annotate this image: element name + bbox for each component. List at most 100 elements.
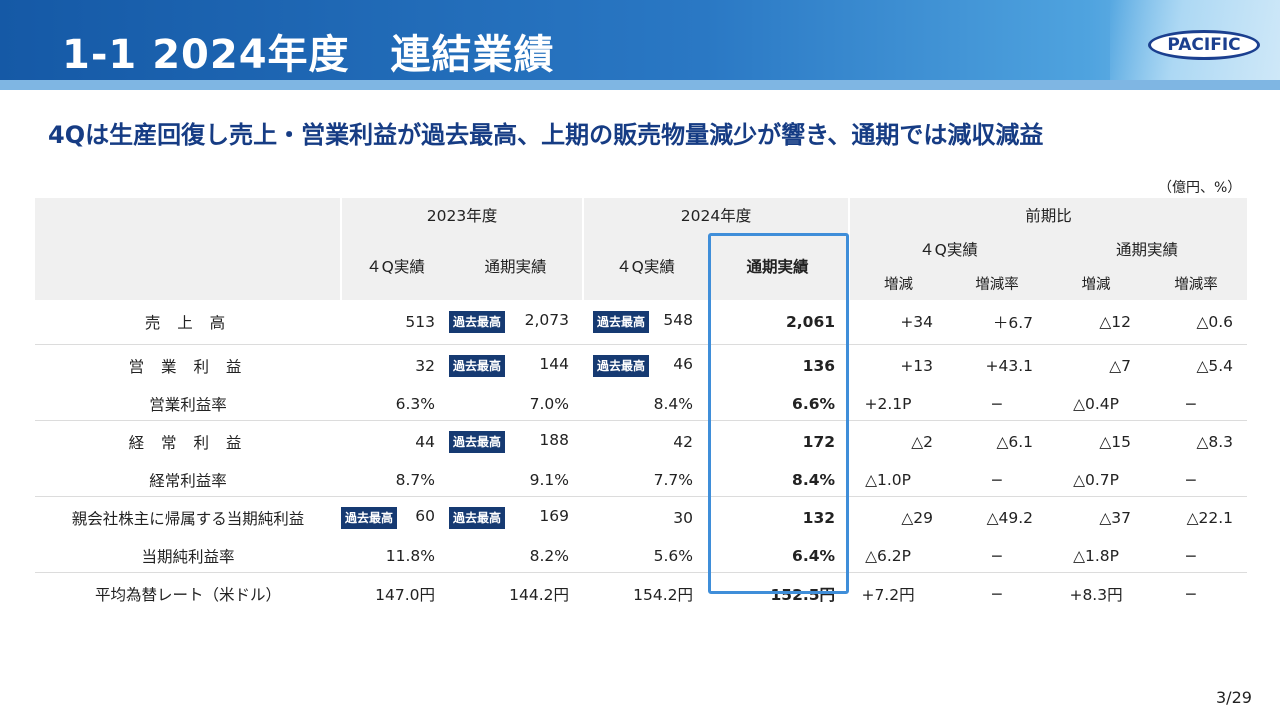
page-title: 1-1 2024年度 連結業績 xyxy=(62,32,555,78)
row-label: 経常利益率 xyxy=(35,464,341,497)
title-bar xyxy=(0,0,1280,90)
cell-q4-change: +13 xyxy=(900,357,934,376)
header-2024-q4: ４Q実績 xyxy=(582,232,708,300)
cell-2023-q4: 147.0円 xyxy=(375,586,435,605)
table-row-ordinary-profit: 経 常 利 益 44 過去最高 188 42 172 △2 △6.1 △15 △8… xyxy=(35,420,1247,464)
table-row-operating-margin: 営業利益率 6.3% 7.0% 8.4% 6.6% +2.1P − △0.4P … xyxy=(35,388,1248,421)
cell-q4-change: +34 xyxy=(849,300,948,345)
cell-2023-q4: 過去最高 60 xyxy=(341,496,449,540)
cell-2023-q4: 6.3% xyxy=(341,388,449,421)
cell-fy-change-rate: − xyxy=(1145,388,1248,421)
cell-2024-q4: 30 xyxy=(673,509,694,528)
cell-fy-change: +8.3円 xyxy=(1069,586,1123,605)
cell-2024-full-year: 2,061 xyxy=(707,300,850,345)
cell-fy-change: △0.7P xyxy=(1047,464,1146,497)
cell-2023-q4: 44 xyxy=(415,433,435,452)
cell-2023-full-year: 過去最高 169 xyxy=(449,496,583,540)
cell-2024-q4: 42 xyxy=(673,433,694,452)
row-label: 平均為替レート（米ドル） xyxy=(94,586,281,605)
unit-note: （億円、%） xyxy=(1158,180,1242,196)
header-2024-full-year: 通期実績 xyxy=(707,232,850,300)
cell-q4-change: +2.1P xyxy=(849,388,948,421)
header-fy2024: 2024年度 xyxy=(582,198,850,232)
cell-fy-change: △7 xyxy=(1109,357,1132,376)
cell-q4-change-rate: − xyxy=(947,388,1048,421)
cell-fy-change-rate: − xyxy=(1145,540,1248,573)
cell-2023-full-year: 過去最高 188 xyxy=(449,420,583,464)
cell-q4-change-rate: △6.1 xyxy=(996,433,1034,452)
cell-fy-change-rate: − xyxy=(1145,464,1248,497)
cell-fy-change-rate: − xyxy=(1184,585,1198,604)
cell-2024-q4: 過去最高 46 xyxy=(583,344,707,388)
table-row-ordinary-margin: 経常利益率 8.7% 9.1% 7.7% 8.4% △1.0P − △0.7P … xyxy=(35,464,1248,497)
title-bar-strip xyxy=(0,80,1280,90)
page-number: 3/29 xyxy=(1216,688,1252,707)
header-yoy-full-year: 通期実績 xyxy=(1047,232,1248,266)
header-fy-change-rate: 増減率 xyxy=(1145,266,1248,300)
record-high-badge: 過去最高 xyxy=(593,355,650,378)
cell-q4-change-rate: − xyxy=(990,585,1004,604)
cell-2023-q4: 11.8% xyxy=(341,540,449,573)
results-table: 2023年度 2024年度 前期比 ４Q実績 通期実績 ４Q実績 通期実績 ４Q… xyxy=(35,198,1248,616)
company-logo: PACIFIC xyxy=(1148,30,1260,60)
cell-2024-full-year: 136 xyxy=(802,357,836,376)
cell-2024-q4: 154.2円 xyxy=(633,586,694,605)
table-row-net-income: 親会社株主に帰属する当期純利益 過去最高 60 過去最高 169 30 132 △2… xyxy=(35,496,1247,540)
row-label: 経 常 利 益 xyxy=(128,434,248,453)
table-row-sales: 売 上 高 513 過去最高 2,073 過去最高 548 2,061 +34 ＋6… xyxy=(35,300,1248,345)
table-row-operating-profit: 営 業 利 益 32 過去最高 144 過去最高 46 136 +13 +43.1 … xyxy=(35,344,1247,388)
header-yoy-q4: ４Q実績 xyxy=(848,232,1048,266)
cell-2024-full-year: 6.4% xyxy=(707,540,850,573)
row-label: 売 上 高 xyxy=(35,300,341,345)
cell-2024-full-year: 172 xyxy=(802,433,836,452)
cell-fy-change-rate: △8.3 xyxy=(1196,433,1234,452)
cell-fy-change-rate: △22.1 xyxy=(1186,509,1234,528)
cell-fy-change: △15 xyxy=(1099,433,1132,452)
header-q4-change-rate: 増減率 xyxy=(947,266,1048,300)
cell-2024-q4: 過去最高 548 xyxy=(583,300,708,345)
cell-q4-change-rate: − xyxy=(947,464,1048,497)
cell-q4-change-rate: △49.2 xyxy=(986,509,1034,528)
cell-2024-q4: 8.4% xyxy=(583,388,708,421)
header-2023-q4: ４Q実績 xyxy=(340,232,449,300)
cell-q4-change-rate: ＋6.7 xyxy=(947,300,1048,345)
cell-2023-full-year: 7.0% xyxy=(449,388,584,421)
headline: 4Qは生産回復し売上・営業利益が過去最高、上期の販売物量減少が響き、通期では減収… xyxy=(48,121,1044,149)
table-row-net-margin: 当期純利益率 11.8% 8.2% 5.6% 6.4% △6.2P − △1.8… xyxy=(35,540,1248,573)
record-high-badge: 過去最高 xyxy=(449,355,506,378)
cell-2024-full-year: 132 xyxy=(802,509,836,528)
cell-2023-q4: 513 xyxy=(341,300,449,345)
header-blank xyxy=(35,198,341,300)
cell-2024-full-year: 8.4% xyxy=(707,464,850,497)
row-label: 営 業 利 益 xyxy=(128,358,248,377)
cell-q4-change-rate: − xyxy=(947,540,1048,573)
cell-2023-full-year: 9.1% xyxy=(449,464,584,497)
cell-fy-change-rate: △5.4 xyxy=(1196,357,1234,376)
cell-q4-change: △6.2P xyxy=(849,540,948,573)
header-fy-change: 増減 xyxy=(1047,266,1146,300)
cell-fy-change-rate: △0.6 xyxy=(1145,300,1248,345)
cell-2023-full-year: 8.2% xyxy=(449,540,584,573)
record-high-badge: 過去最高 xyxy=(341,507,398,530)
cell-q4-change: △29 xyxy=(901,509,934,528)
header-q4-change: 増減 xyxy=(848,266,948,300)
cell-fy-change: △1.8P xyxy=(1047,540,1146,573)
header-fy2023: 2023年度 xyxy=(339,198,584,232)
record-high-badge: 過去最高 xyxy=(449,431,506,454)
cell-q4-change-rate: +43.1 xyxy=(985,357,1034,376)
cell-2024-full-year: 152.5円 xyxy=(770,586,836,605)
header-yoy: 前期比 xyxy=(848,198,1248,232)
cell-2024-full-year: 6.6% xyxy=(707,388,850,421)
cell-2023-q4: 32 xyxy=(415,357,435,376)
cell-fy-change: △0.4P xyxy=(1047,388,1146,421)
cell-2023-full-year: 過去最高 2,073 xyxy=(449,300,584,345)
record-high-badge: 過去最高 xyxy=(449,507,506,530)
row-label: 営業利益率 xyxy=(35,388,341,421)
cell-2023-full-year: 144.2円 xyxy=(509,586,570,605)
cell-2024-q4: 5.6% xyxy=(583,540,708,573)
cell-2024-q4: 7.7% xyxy=(583,464,708,497)
table-row-fx-rate: 平均為替レート（米ドル） 147.0円 144.2円 154.2円 152.5円… xyxy=(35,572,1247,616)
cell-fy-change: △37 xyxy=(1099,509,1132,528)
cell-fy-change: △12 xyxy=(1047,300,1146,345)
record-high-badge: 過去最高 xyxy=(593,310,650,333)
